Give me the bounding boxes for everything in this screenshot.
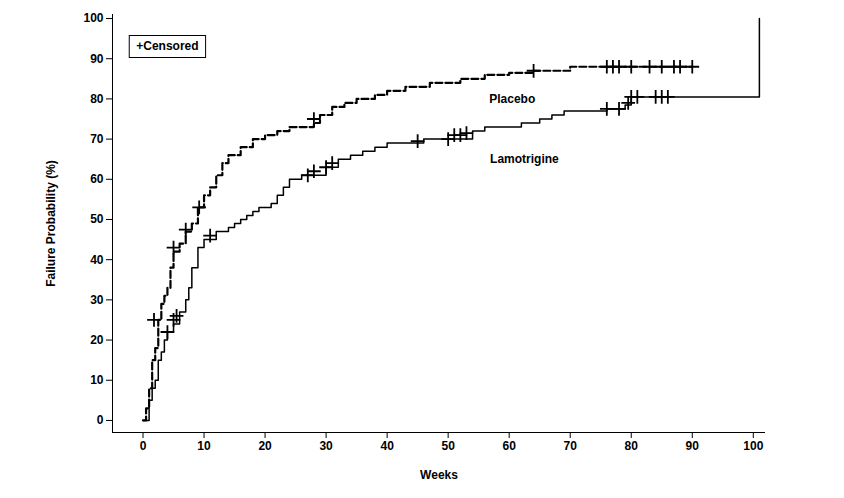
svg-text:Weeks: Weeks [420, 468, 458, 482]
svg-text:20: 20 [258, 439, 272, 453]
svg-text:40: 40 [380, 439, 394, 453]
svg-text:80: 80 [625, 439, 639, 453]
svg-text:10: 10 [90, 373, 104, 387]
svg-text:Lamotrigine: Lamotrigine [490, 152, 559, 166]
svg-text:30: 30 [90, 293, 104, 307]
svg-text:10: 10 [197, 439, 211, 453]
svg-text:Failure Probability (%): Failure Probability (%) [44, 160, 58, 287]
svg-text:90: 90 [686, 439, 700, 453]
svg-text:0: 0 [140, 439, 147, 453]
svg-text:80: 80 [90, 92, 104, 106]
svg-text:Placebo: Placebo [489, 92, 535, 106]
svg-text:70: 70 [90, 132, 104, 146]
svg-text:100: 100 [83, 11, 103, 25]
svg-text:60: 60 [90, 172, 104, 186]
svg-text:60: 60 [503, 439, 517, 453]
svg-text:100: 100 [743, 439, 763, 453]
svg-text:50: 50 [90, 212, 104, 226]
svg-text:0: 0 [97, 413, 104, 427]
svg-text:+Censored: +Censored [136, 39, 198, 53]
svg-text:50: 50 [441, 439, 455, 453]
svg-text:30: 30 [319, 439, 333, 453]
svg-text:70: 70 [564, 439, 578, 453]
svg-text:90: 90 [90, 52, 104, 66]
svg-text:40: 40 [90, 253, 104, 267]
svg-text:20: 20 [90, 333, 104, 347]
